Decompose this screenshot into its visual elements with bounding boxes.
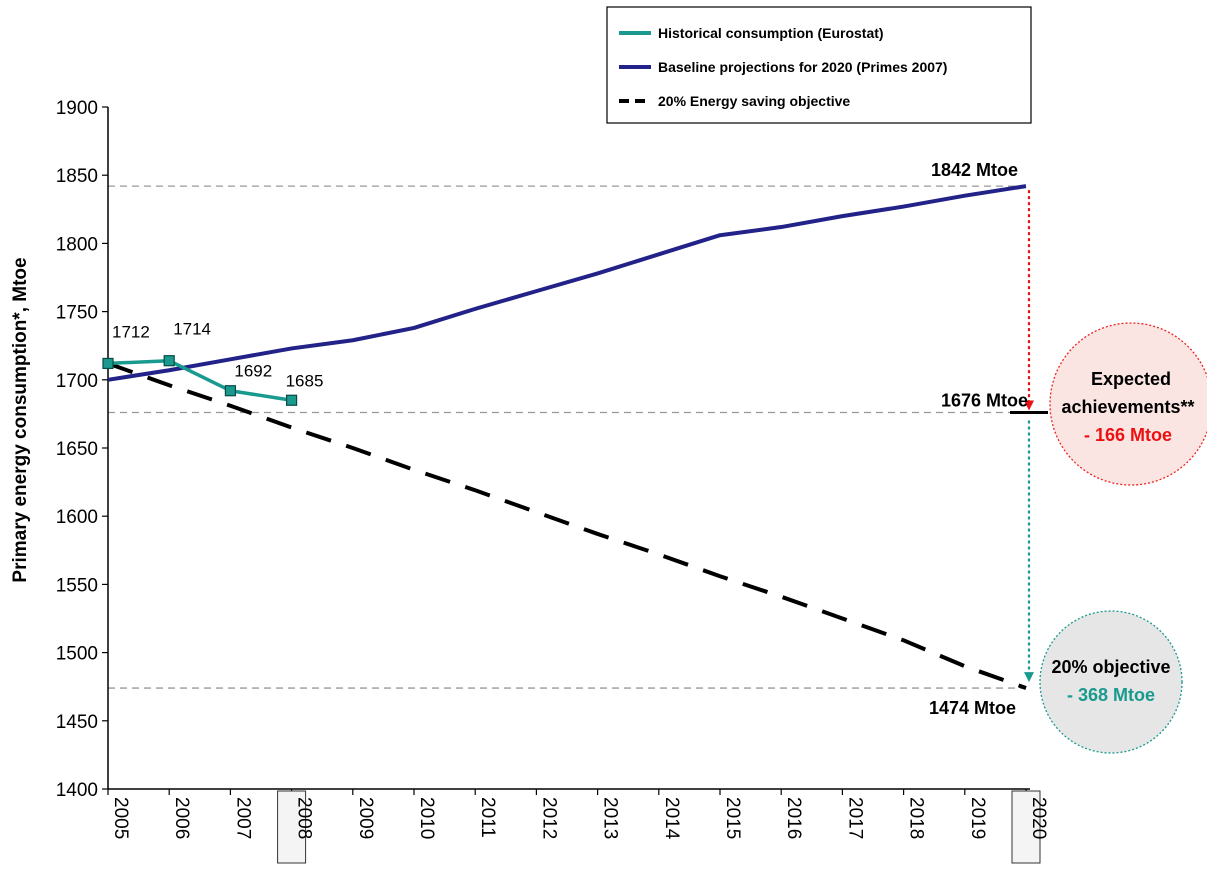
callouts-layer: Expected achievements** - 166 Mtoe 20% obje… bbox=[1039, 322, 1207, 754]
callout-expected-line1: Expected bbox=[1091, 369, 1171, 389]
label-1676: 1676 Mtoe bbox=[941, 391, 1028, 411]
x-tick-label: 2012 bbox=[538, 797, 559, 839]
callout-expected-line2: achievements** bbox=[1061, 397, 1194, 417]
historical-point bbox=[163, 355, 175, 367]
callout-objective-line1: 20% objective bbox=[1051, 657, 1170, 677]
historical-data-label: 1714 bbox=[173, 320, 211, 339]
x-tick-label: 2007 bbox=[232, 797, 253, 839]
x-tick-highlight-box bbox=[277, 790, 307, 864]
legend: Historical consumption (Eurostat) Baseli… bbox=[606, 6, 1032, 124]
y-tick-label: 1650 bbox=[56, 439, 98, 460]
reference-labels: 1842 Mtoe 1676 Mtoe 1474 Mtoe bbox=[929, 160, 1028, 718]
historical-data-label: 1692 bbox=[234, 362, 272, 381]
series-line-1 bbox=[107, 184, 1027, 382]
arrows-layer bbox=[1010, 190, 1048, 683]
historical-point bbox=[286, 394, 298, 406]
y-tick-label: 1450 bbox=[56, 712, 98, 733]
series-line-2 bbox=[107, 361, 1027, 690]
historical-data-label: 1685 bbox=[286, 371, 324, 390]
legend-label-objective: 20% Energy saving objective bbox=[658, 93, 850, 109]
y-tick-label: 1900 bbox=[56, 98, 98, 119]
y-tick-label: 1850 bbox=[56, 166, 98, 187]
x-tick-label: 2019 bbox=[967, 797, 988, 839]
x-tick-label: 2008 bbox=[294, 797, 315, 839]
y-tick-label: 1400 bbox=[56, 780, 98, 801]
x-tick-label: 2013 bbox=[600, 797, 621, 839]
x-tick-highlight-box bbox=[1011, 790, 1041, 864]
y-tick-label: 1500 bbox=[56, 644, 98, 665]
x-tick-label: 2009 bbox=[355, 797, 376, 839]
x-tick-label: 2015 bbox=[722, 797, 743, 839]
y-axis-label: Primary energy consumption*, Mtoe bbox=[10, 257, 31, 582]
x-tick-labels: 2005 2006 2007 2008 2009 2010 2011 2012 2013 2014… bbox=[107, 789, 1049, 864]
arrowhead-expected bbox=[1024, 400, 1034, 411]
x-tick-label: 2011 bbox=[477, 797, 498, 838]
y-tick-label: 1750 bbox=[56, 303, 98, 324]
x-tick-label: 2014 bbox=[661, 797, 682, 840]
x-tick-label: 2016 bbox=[783, 797, 804, 839]
label-1474: 1474 Mtoe bbox=[929, 698, 1016, 718]
series-layer: 1712 1714 1692 1685 bbox=[102, 184, 1027, 690]
legend-box bbox=[606, 6, 1032, 124]
y-tick-labels: 1400 1450 1500 1550 1600 1650 1700 1750 1800 1850… bbox=[56, 98, 108, 801]
callout-objective-value: - 368 Mtoe bbox=[1067, 685, 1155, 705]
historical-point bbox=[102, 357, 114, 370]
legend-label-historical: Historical consumption (Eurostat) bbox=[658, 25, 884, 41]
label-1842: 1842 Mtoe bbox=[931, 160, 1018, 180]
y-tick-label: 1700 bbox=[56, 371, 98, 392]
callout-expected-value: - 166 Mtoe bbox=[1084, 425, 1172, 445]
y-tick-label: 1600 bbox=[56, 507, 98, 528]
legend-label-baseline: Baseline projections for 2020 (Primes 20… bbox=[658, 59, 947, 75]
series-line-0 bbox=[107, 358, 292, 402]
x-tick-label: 2018 bbox=[906, 797, 927, 839]
x-tick-label: 2010 bbox=[416, 797, 437, 839]
arrowhead-objective bbox=[1024, 672, 1034, 683]
reference-lines bbox=[108, 185, 1026, 689]
callout-expected-circle bbox=[1049, 322, 1207, 486]
x-tick-label: 2006 bbox=[171, 797, 192, 839]
x-tick-label: 2017 bbox=[844, 797, 865, 839]
x-tick-label: 2020 bbox=[1028, 797, 1049, 839]
callout-objective-circle bbox=[1039, 610, 1183, 754]
x-tick-label: 2005 bbox=[110, 797, 131, 839]
historical-point bbox=[224, 385, 236, 397]
y-tick-label: 1800 bbox=[56, 234, 98, 255]
y-tick-label: 1550 bbox=[56, 575, 98, 596]
historical-data-label: 1712 bbox=[112, 322, 150, 341]
